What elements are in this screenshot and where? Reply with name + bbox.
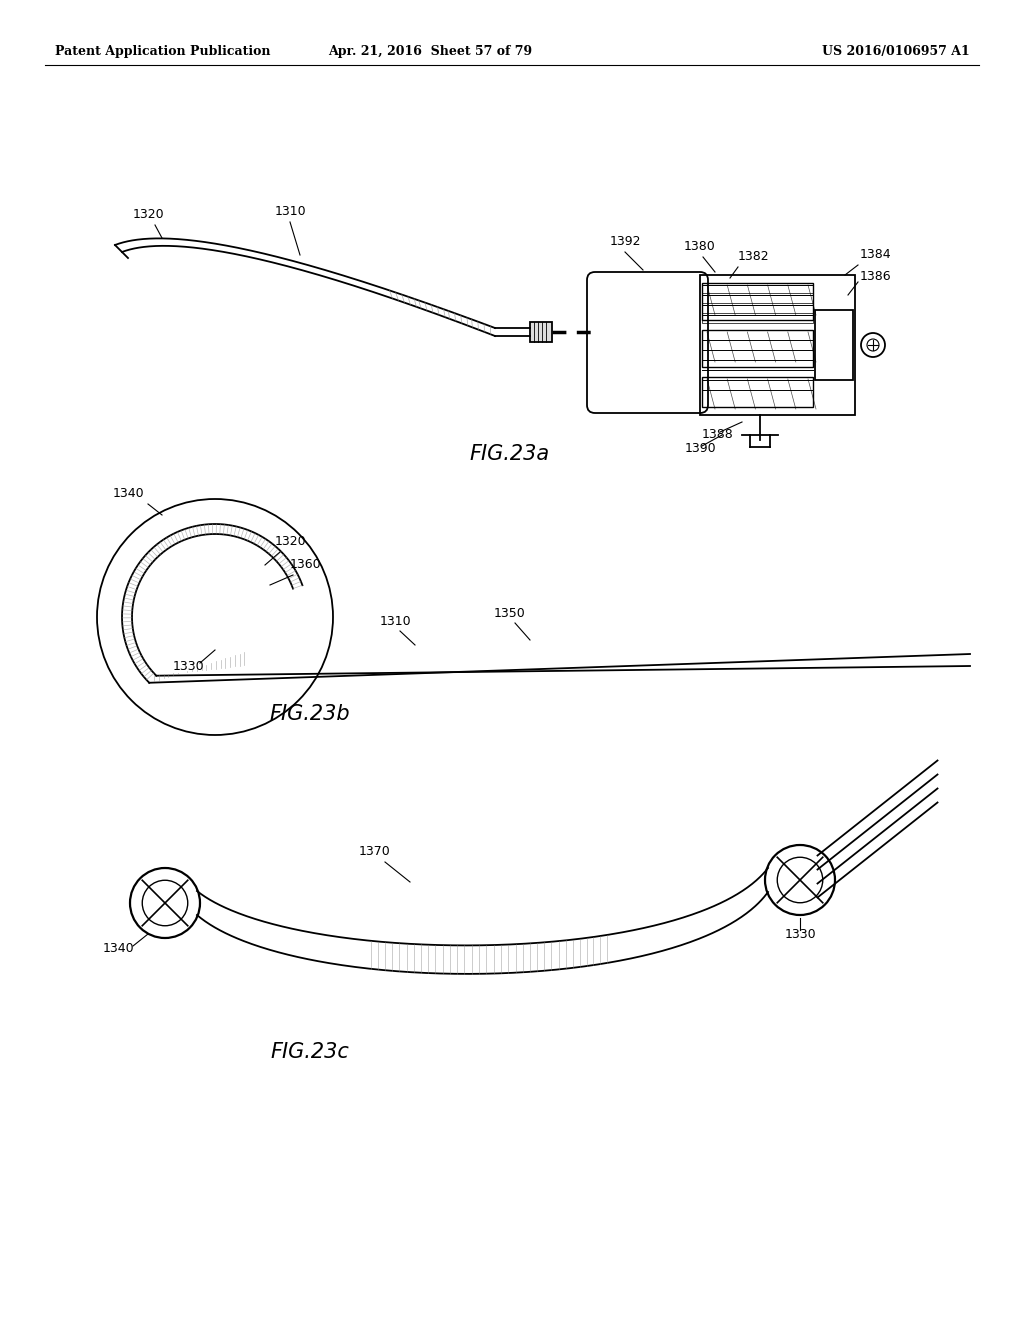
- Text: 1310: 1310: [379, 615, 411, 628]
- Text: 1350: 1350: [495, 607, 526, 620]
- Bar: [530, 322, 552, 342]
- Text: 1390: 1390: [684, 442, 716, 455]
- Text: US 2016/0106957 A1: US 2016/0106957 A1: [822, 45, 970, 58]
- Text: 1340: 1340: [102, 942, 134, 954]
- Text: FIG.23b: FIG.23b: [269, 704, 350, 723]
- Bar: [702, 294, 813, 304]
- Bar: [702, 285, 813, 293]
- Text: 1380: 1380: [684, 240, 716, 253]
- Text: FIG.23c: FIG.23c: [270, 1041, 349, 1063]
- Text: 1370: 1370: [359, 845, 391, 858]
- Text: 1340: 1340: [113, 487, 143, 500]
- Bar: [702, 330, 813, 367]
- Text: FIG.23a: FIG.23a: [470, 444, 550, 465]
- Bar: [702, 315, 813, 323]
- Bar: [702, 305, 813, 313]
- Text: Patent Application Publication: Patent Application Publication: [55, 45, 270, 58]
- Text: 1382: 1382: [738, 249, 770, 263]
- Bar: [700, 275, 855, 414]
- Text: 1320: 1320: [132, 209, 164, 220]
- Text: 1310: 1310: [274, 205, 306, 218]
- Text: 1384: 1384: [859, 248, 891, 261]
- Bar: [702, 282, 813, 319]
- Text: 1330: 1330: [172, 660, 204, 673]
- Text: 1392: 1392: [609, 235, 641, 248]
- Text: 1386: 1386: [859, 271, 891, 282]
- Text: 1360: 1360: [289, 558, 321, 572]
- Text: 1388: 1388: [702, 428, 734, 441]
- Text: 1330: 1330: [784, 928, 816, 941]
- Text: 1320: 1320: [274, 535, 306, 548]
- Bar: [702, 378, 813, 407]
- Text: Apr. 21, 2016  Sheet 57 of 79: Apr. 21, 2016 Sheet 57 of 79: [328, 45, 532, 58]
- Bar: [815, 310, 853, 380]
